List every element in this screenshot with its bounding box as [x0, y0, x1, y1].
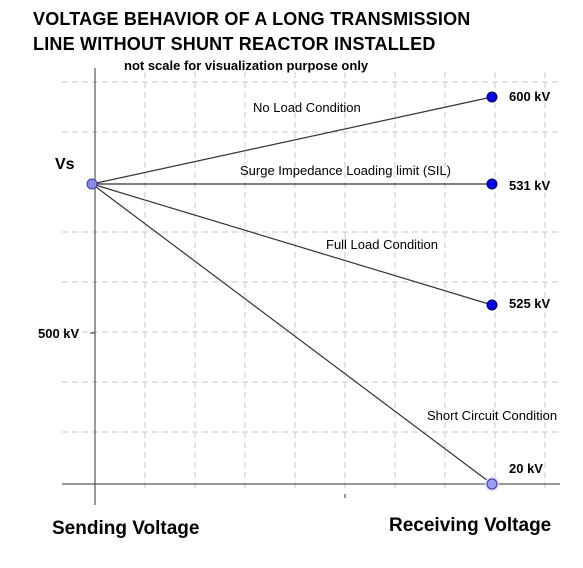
- grid: [62, 72, 560, 490]
- short-circuit-point: [486, 478, 498, 490]
- diagram-title-line2: LINE WITHOUT SHUNT REACTOR INSTALLED: [33, 34, 436, 54]
- sending-voltage-label: Vs: [55, 156, 75, 173]
- sil-condition-label: Surge Impedance Loading limit (SIL): [240, 163, 452, 178]
- full-load-line: [91, 183, 493, 306]
- receiving-voltage-axis-label: Receiving Voltage: [389, 515, 552, 536]
- diagram-title-line1: VOLTAGE BEHAVIOR OF A LONG TRANSMISSION: [33, 9, 471, 29]
- y-axis-mark-label: 500 kV: [38, 326, 80, 341]
- short-circuit-condition-label: Short Circuit Condition: [427, 408, 558, 423]
- short-circuit-voltage-label: 20 kV: [509, 461, 543, 476]
- full-load-condition-label: Full Load Condition: [326, 237, 439, 252]
- no-load-voltage-label: 600 kV: [509, 89, 551, 104]
- sil-voltage-label: 531 kV: [509, 178, 551, 193]
- sil-point: [486, 178, 498, 190]
- no-load-point: [486, 91, 498, 103]
- no-load-line: [91, 96, 493, 185]
- diagram-subtitle: not scale for visualization purpose only: [124, 58, 369, 73]
- short-circuit-line: [91, 183, 493, 485]
- full-load-voltage-label: 525 kV: [509, 296, 551, 311]
- sending-voltage-axis-label: Sending Voltage: [52, 518, 200, 539]
- full-load-point: [486, 299, 498, 311]
- sending-voltage-point: [86, 178, 98, 190]
- no-load-condition-label: No Load Condition: [253, 100, 361, 115]
